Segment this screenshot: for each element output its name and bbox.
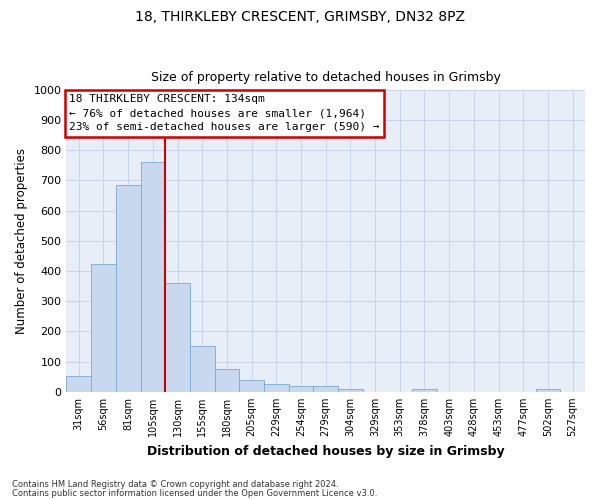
Bar bbox=[338, 389, 363, 392]
Bar bbox=[239, 380, 264, 392]
Text: Contains HM Land Registry data © Crown copyright and database right 2024.: Contains HM Land Registry data © Crown c… bbox=[12, 480, 338, 489]
Bar bbox=[91, 264, 116, 392]
Bar bbox=[536, 389, 560, 392]
Text: 18, THIRKLEBY CRESCENT, GRIMSBY, DN32 8PZ: 18, THIRKLEBY CRESCENT, GRIMSBY, DN32 8P… bbox=[135, 10, 465, 24]
Bar bbox=[264, 384, 289, 392]
Title: Size of property relative to detached houses in Grimsby: Size of property relative to detached ho… bbox=[151, 72, 500, 85]
Bar bbox=[215, 370, 239, 392]
Bar bbox=[190, 346, 215, 392]
Bar bbox=[116, 185, 140, 392]
Bar bbox=[165, 283, 190, 392]
Text: Contains public sector information licensed under the Open Government Licence v3: Contains public sector information licen… bbox=[12, 490, 377, 498]
Bar bbox=[313, 386, 338, 392]
Text: 18 THIRKLEBY CRESCENT: 134sqm
← 76% of detached houses are smaller (1,964)
23% o: 18 THIRKLEBY CRESCENT: 134sqm ← 76% of d… bbox=[69, 94, 380, 132]
Y-axis label: Number of detached properties: Number of detached properties bbox=[15, 148, 28, 334]
Bar bbox=[412, 389, 437, 392]
Bar bbox=[67, 376, 91, 392]
X-axis label: Distribution of detached houses by size in Grimsby: Distribution of detached houses by size … bbox=[147, 444, 505, 458]
Bar bbox=[289, 386, 313, 392]
Bar bbox=[140, 162, 165, 392]
